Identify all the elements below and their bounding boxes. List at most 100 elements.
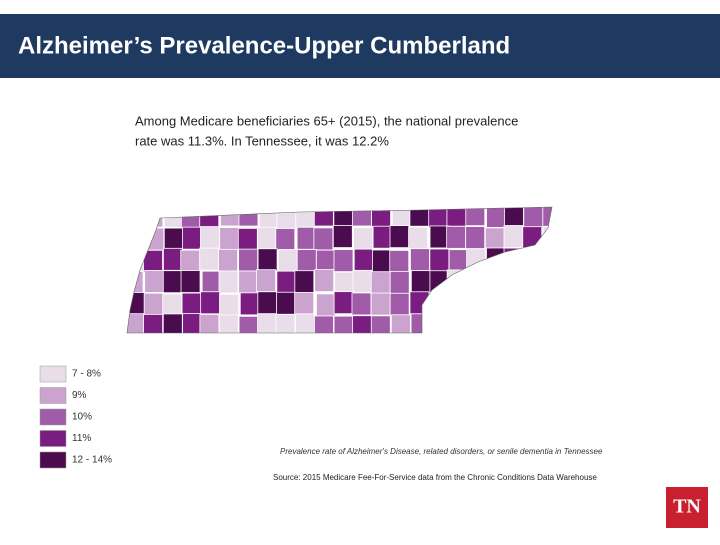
county	[523, 207, 544, 229]
county	[333, 207, 354, 227]
county	[257, 313, 277, 333]
legend-label: 11%	[72, 433, 91, 444]
county	[447, 291, 468, 315]
county	[371, 207, 391, 227]
county	[486, 207, 506, 228]
county	[333, 249, 354, 273]
county	[523, 247, 543, 270]
county	[541, 271, 552, 295]
county	[199, 314, 220, 333]
legend: 7 - 8% 9% 10% 11% 12 - 14%	[39, 365, 112, 469]
county	[410, 248, 430, 272]
county	[428, 292, 449, 316]
county	[408, 226, 428, 250]
county	[219, 293, 240, 317]
county	[313, 207, 334, 227]
county	[275, 314, 296, 333]
county	[127, 207, 145, 227]
county	[505, 270, 526, 294]
county	[503, 293, 523, 317]
county	[201, 270, 222, 294]
county	[466, 271, 487, 295]
county	[127, 292, 145, 315]
county	[352, 315, 372, 333]
county	[257, 291, 278, 315]
county	[276, 291, 296, 315]
source: Source: 2015 Medicare Fee-For-Service da…	[273, 473, 597, 482]
county	[277, 249, 298, 272]
county	[465, 226, 486, 249]
county	[542, 314, 552, 333]
legend-label: 7 - 8%	[72, 369, 101, 380]
county	[409, 291, 430, 315]
county	[448, 313, 468, 333]
county	[162, 313, 183, 333]
county	[218, 248, 238, 272]
legend-label: 10%	[72, 412, 92, 423]
county	[237, 227, 258, 251]
county	[143, 292, 164, 316]
county	[372, 249, 392, 273]
caption: Prevalence rate of Alzheimer's Disease, …	[280, 447, 603, 456]
county	[466, 248, 487, 272]
county	[524, 293, 545, 317]
legend-swatch	[39, 387, 67, 404]
county	[163, 227, 184, 251]
legend-swatch	[39, 365, 67, 383]
county	[485, 270, 505, 293]
county	[372, 225, 393, 249]
county	[143, 207, 164, 228]
legend-label: 12 - 14%	[72, 455, 112, 466]
county	[258, 207, 279, 229]
county	[391, 207, 412, 227]
county	[239, 292, 260, 316]
county	[181, 292, 202, 316]
county	[429, 248, 450, 272]
county	[390, 314, 411, 333]
intro-line: Among Medicare beneficiaries 65+ (2015),…	[135, 113, 518, 128]
county	[389, 225, 410, 249]
county	[446, 207, 467, 227]
county	[144, 227, 165, 251]
legend-swatch	[39, 408, 67, 426]
state-outline	[126, 206, 553, 334]
county	[524, 269, 545, 293]
county	[351, 292, 372, 316]
county	[389, 292, 410, 316]
county	[428, 313, 449, 333]
county	[218, 314, 239, 333]
county	[276, 207, 297, 229]
county	[276, 270, 297, 294]
legend-label: 9%	[72, 390, 87, 401]
county	[410, 313, 431, 333]
county	[466, 292, 486, 316]
legend-swatch	[39, 430, 67, 447]
county	[163, 207, 184, 228]
county	[295, 313, 315, 333]
county	[352, 269, 373, 293]
county	[542, 226, 552, 250]
county	[370, 315, 391, 333]
county	[238, 270, 259, 294]
county	[370, 271, 391, 295]
county	[127, 248, 146, 272]
county	[180, 270, 201, 293]
county	[238, 315, 259, 333]
county	[314, 315, 334, 333]
county	[486, 247, 506, 271]
county	[144, 270, 165, 293]
county	[410, 270, 431, 294]
county	[199, 247, 220, 271]
county	[163, 247, 183, 271]
county	[503, 314, 523, 333]
county	[314, 269, 335, 292]
county	[143, 313, 164, 333]
county	[429, 225, 450, 249]
county	[334, 271, 355, 295]
county	[370, 292, 391, 316]
county	[484, 314, 505, 333]
county	[218, 270, 239, 294]
county	[389, 250, 410, 273]
county	[353, 227, 374, 250]
